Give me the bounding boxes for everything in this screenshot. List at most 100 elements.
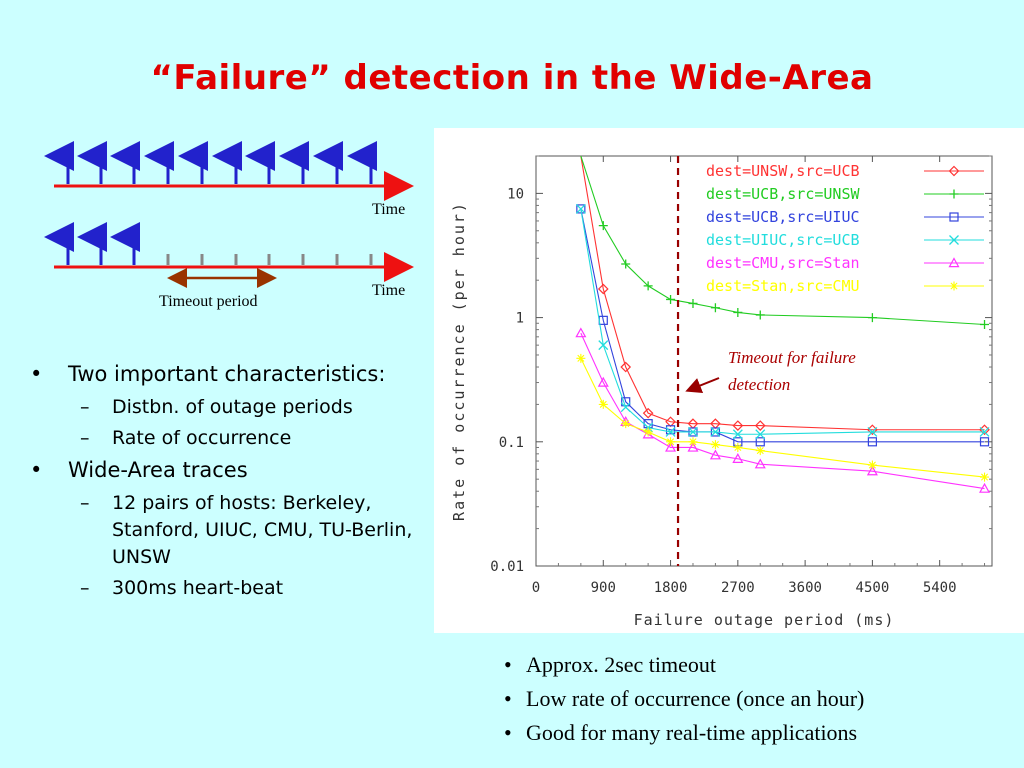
- annotation-line-1: Timeout for failure: [728, 348, 856, 367]
- data-point: [710, 427, 721, 437]
- data-point: [732, 453, 744, 463]
- data-point: [755, 446, 765, 456]
- data-point: [949, 189, 959, 199]
- heartbeat-diagram: Time Time Timeout period: [44, 141, 414, 310]
- time-label-2: Time: [372, 282, 405, 299]
- sub-bullet-text: 12 pairs of hosts: Berkeley, Stanford, U…: [112, 492, 413, 568]
- data-point: [643, 427, 653, 437]
- sub-bullet-dash: –: [80, 396, 90, 418]
- failure-rate-chart: 0 900 1800 2700 3600 4500 5400 0.01 0.1 1 10 Failur…: [450, 155, 993, 629]
- data-point: [979, 482, 991, 493]
- data-point: [597, 376, 609, 387]
- sub-bullet-item: –300ms heart-beat: [30, 575, 425, 602]
- slide-title: “Failure” detection in the Wide-Area: [150, 58, 874, 98]
- data-point: [755, 437, 765, 447]
- data-point: [754, 420, 766, 431]
- legend-label: dest=CMU,src=Stan: [706, 254, 860, 272]
- data-point: [598, 399, 608, 409]
- x-tick-label: 900: [591, 580, 616, 596]
- sub-bullet-item: – Distbn. of outage periods: [30, 394, 425, 421]
- note-item: • Good for many real-time applications: [500, 716, 864, 750]
- note-dot: •: [504, 686, 512, 711]
- data-point: [642, 407, 654, 419]
- annotation-arrow: [685, 377, 720, 393]
- sub-bullet-dash: –: [80, 427, 90, 449]
- y-tick-label: 0.01: [490, 559, 524, 575]
- data-point: [576, 353, 586, 363]
- x-axis-label: Failure outage period (ms): [634, 611, 895, 629]
- data-point: [755, 429, 766, 440]
- series-line: [580, 156, 985, 431]
- data-point: [949, 235, 959, 245]
- data-point: [867, 437, 877, 447]
- note-text: Low rate of occurrence (once an hour): [526, 686, 865, 711]
- series-star: [576, 353, 990, 482]
- bullet-item: • Two important characteristics:: [30, 360, 425, 388]
- sub-bullet-text: Rate of occurrence: [112, 427, 292, 449]
- plot-frame: [535, 155, 993, 567]
- bullet-text: Wide-Area traces: [68, 458, 248, 482]
- data-point: [710, 303, 720, 313]
- data-point: [948, 165, 960, 177]
- x-tick-label: 3600: [788, 580, 822, 596]
- bullet-item: • Wide-Area traces: [30, 456, 425, 484]
- bullet-dot: •: [30, 362, 43, 386]
- data-point: [688, 427, 698, 437]
- data-point: [754, 458, 766, 469]
- note-item: • Approx. 2sec timeout: [500, 648, 864, 682]
- sub-bullet-text: 300ms heart-beat: [112, 577, 284, 599]
- data-point: [688, 298, 698, 308]
- chart-panel: 0 900 1800 2700 3600 4500 5400 0.01 0.1 1 10 Failur…: [434, 128, 1024, 633]
- data-point: [688, 437, 698, 447]
- y-tick-label: 0.1: [499, 435, 524, 451]
- data-point: [867, 460, 877, 470]
- data-point: [948, 257, 960, 268]
- data-point: [949, 281, 959, 291]
- series-cross: [575, 203, 990, 440]
- note-dot: •: [504, 720, 512, 745]
- data-point: [576, 204, 586, 214]
- data-point: [732, 429, 743, 440]
- data-point: [979, 427, 990, 437]
- data-point: [666, 437, 676, 447]
- timeout-period-label: Timeout period: [159, 293, 258, 310]
- x-tick-label: 5400: [923, 580, 957, 596]
- y-tick-label: 10: [507, 186, 524, 202]
- data-point: [643, 281, 653, 291]
- data-point: [949, 212, 959, 222]
- data-point: [755, 310, 765, 320]
- data-point: [665, 425, 676, 435]
- bullet-text: Two important characteristics:: [68, 362, 386, 386]
- data-point: [620, 361, 632, 373]
- sub-bullet-item: – Rate of occurrence: [30, 425, 425, 452]
- data-point: [621, 419, 631, 429]
- data-point: [598, 340, 609, 351]
- sub-bullet-dash: –: [80, 492, 90, 514]
- data-point: [666, 294, 676, 304]
- note-text: Good for many real-time applications: [526, 720, 858, 745]
- note-dot: •: [504, 652, 512, 677]
- data-point: [980, 472, 990, 482]
- data-point: [575, 327, 587, 338]
- data-point: [732, 420, 744, 431]
- legend-label: dest=UCB,src=UNSW: [706, 185, 860, 203]
- legend-label: dest=UIUC,src=UCB: [706, 231, 860, 249]
- legend-label: dest=Stan,src=CMU: [706, 277, 860, 295]
- sub-bullet-text: Distbn. of outage periods: [112, 396, 353, 418]
- data-point: [866, 465, 878, 476]
- x-tick-label: 0: [532, 580, 540, 596]
- x-tick-label: 2700: [721, 580, 755, 596]
- x-tick-label: 4500: [856, 580, 890, 596]
- data-point: [980, 319, 990, 329]
- data-point: [710, 440, 720, 450]
- data-point: [733, 442, 743, 452]
- data-point: [597, 283, 609, 295]
- data-point: [687, 441, 699, 452]
- data-point: [867, 313, 877, 323]
- data-point: [733, 307, 743, 317]
- y-axis-label: Rate of occurrence (per hour): [450, 201, 468, 521]
- data-point: [621, 259, 631, 269]
- data-point: [867, 427, 878, 437]
- y-tick-label: 1: [516, 311, 524, 327]
- series-plus: [580, 156, 990, 329]
